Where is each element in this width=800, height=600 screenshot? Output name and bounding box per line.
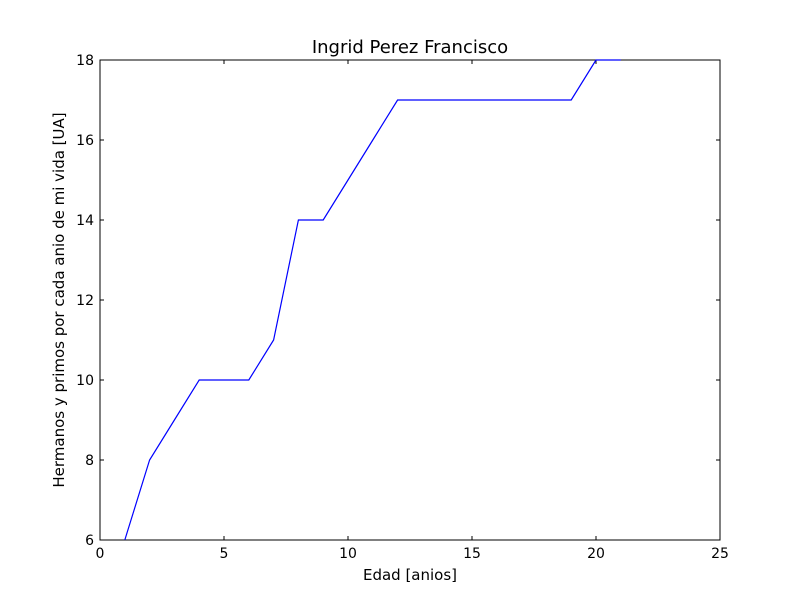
- y-tick-label-6: 18: [76, 53, 94, 69]
- x-tick-label-0: 0: [96, 546, 105, 562]
- y-axis-label: Hermanos y primos por cada anio de mi vi…: [50, 112, 68, 487]
- x-axis-label: Edad [anios]: [363, 566, 457, 584]
- x-tick-label-2: 10: [339, 546, 357, 562]
- series-line-0: [124, 59, 621, 541]
- x-tick-label-5: 25: [711, 546, 729, 562]
- plot-frame: [99, 59, 721, 541]
- series-layer: [124, 59, 621, 541]
- y-tick-label-4: 14: [76, 213, 94, 229]
- y-tick-label-0: 6: [85, 533, 94, 549]
- y-tick-label-5: 16: [76, 133, 94, 149]
- chart-title: Ingrid Perez Francisco: [312, 37, 508, 58]
- x-tick-label-3: 15: [463, 546, 481, 562]
- y-axis: 6 8 10 12 14 16 18: [76, 53, 720, 549]
- y-tick-label-2: 10: [76, 373, 94, 389]
- x-tick-label-1: 5: [220, 546, 229, 562]
- x-tick-label-4: 20: [587, 546, 605, 562]
- x-axis: 0 5 10 15 20 25: [96, 60, 729, 562]
- y-tick-label-1: 8: [85, 453, 94, 469]
- y-tick-label-3: 12: [76, 293, 94, 309]
